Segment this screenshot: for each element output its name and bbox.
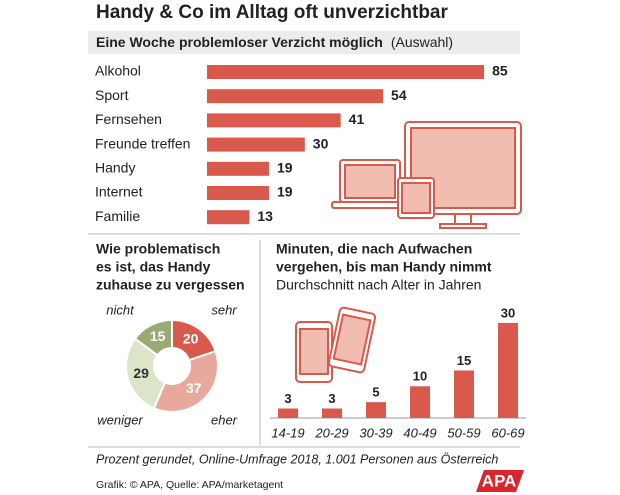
value-label: 20 (183, 331, 199, 347)
category-label: Handy (95, 160, 135, 176)
subtitle-band (88, 31, 520, 54)
value-label: 30 (501, 305, 515, 320)
category-label: Alkohol (95, 63, 141, 79)
chart-subtitle: Durchschnitt nach Alter in Jahren (276, 277, 481, 293)
bar (278, 408, 298, 418)
bar (498, 322, 518, 418)
value-label: 19 (277, 184, 293, 200)
chart-title: vergehen, bis man Handy nimmt (276, 259, 492, 275)
category-label: 40-49 (403, 425, 436, 440)
chart-title: Wie problematisch (96, 241, 220, 257)
category-label: sehr (211, 302, 237, 317)
category-label: 30-39 (359, 425, 392, 440)
bar (207, 186, 269, 200)
source: Grafik: © APA, Quelle: APA/marketagent (96, 479, 283, 491)
category-label: Fernsehen (95, 111, 162, 127)
bar (207, 210, 250, 225)
value-label: 3 (284, 391, 291, 406)
logo-shape (476, 470, 524, 492)
category-label: Internet (95, 184, 143, 200)
value-label: 37 (186, 380, 202, 396)
chart-title: es ist, das Handy (96, 259, 211, 275)
category-label: weniger (97, 412, 143, 427)
value-label: 5 (372, 385, 379, 400)
donut-segment (133, 318, 173, 357)
value-label: 15 (150, 328, 166, 344)
chart-title: Eine Woche problemloser Verzicht möglich… (96, 34, 453, 50)
category-label: Sport (95, 87, 129, 103)
bar (454, 370, 474, 418)
category-label: 20-29 (314, 425, 348, 440)
chart-title: Minuten, die nach Aufwachen (276, 241, 472, 257)
value-label: 15 (457, 353, 471, 368)
value-label: 10 (413, 369, 427, 384)
category-label: 14-19 (271, 425, 304, 440)
donut-segment (152, 349, 219, 413)
chart-subtitle: (Auswahl) (391, 34, 453, 50)
value-label: 29 (133, 365, 149, 381)
chart-title: Eine Woche problemloser Verzicht möglich (96, 34, 383, 50)
bar (410, 386, 430, 418)
category-label: 50-59 (447, 425, 480, 440)
value-label: 85 (492, 63, 508, 79)
value-label: 30 (313, 135, 329, 151)
bar (207, 113, 341, 128)
category-label: Familie (95, 208, 140, 224)
bar (322, 408, 342, 418)
value-label: 54 (391, 87, 407, 103)
value-label: 19 (277, 160, 293, 176)
main-title: Handy & Co im Alltag oft unverzichtbar (96, 2, 448, 23)
devices-illustration (331, 121, 522, 229)
bar (207, 137, 305, 152)
value-label: 41 (349, 111, 365, 127)
value-label: 13 (257, 208, 273, 224)
category-label: 60-69 (491, 425, 524, 440)
value-label: 3 (328, 391, 335, 406)
phones-illustration (295, 306, 377, 383)
donut-segment (125, 337, 167, 410)
category-label: nicht (106, 302, 135, 317)
bar (366, 402, 386, 418)
logo: APA (482, 471, 517, 490)
bar (207, 65, 485, 79)
category-label: Freunde treffen (95, 135, 190, 151)
bar (207, 161, 269, 176)
note: Prozent gerundet, Online-Umfrage 2018, 1… (96, 452, 498, 466)
chart-title: zuhause zu vergessen (96, 277, 245, 293)
category-label: eher (211, 412, 238, 427)
bar (207, 89, 384, 104)
